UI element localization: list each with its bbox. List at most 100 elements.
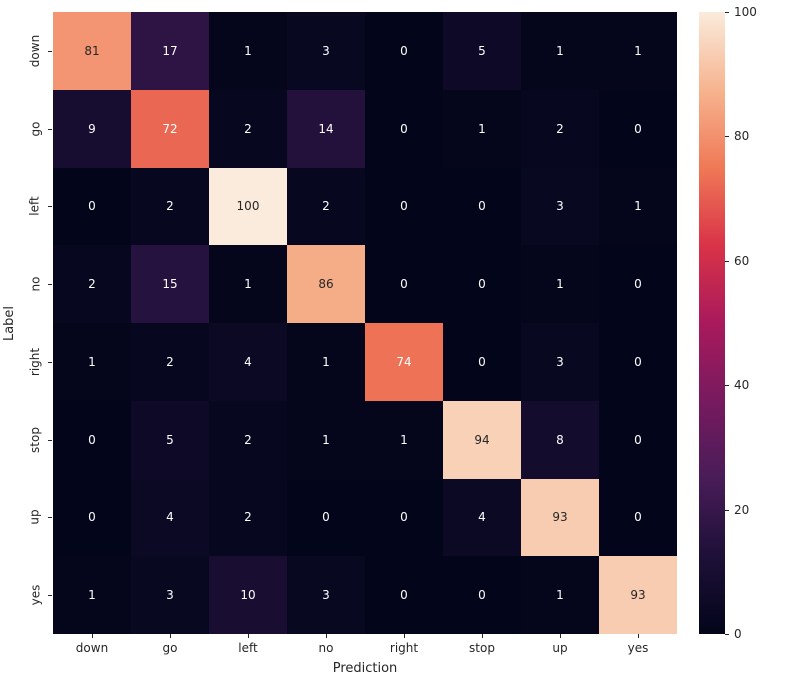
heatmap-cell-value: 2: [166, 199, 174, 214]
heatmap-cell: 5: [131, 400, 209, 479]
heatmap-cell-value: 1: [556, 277, 564, 292]
heatmap-cell-value: 93: [552, 510, 568, 525]
heatmap-cell-value: 0: [88, 510, 96, 525]
heatmap-cell: 0: [53, 167, 131, 246]
heatmap-cell: 5: [443, 12, 521, 90]
heatmap-cell-value: 94: [474, 432, 490, 447]
heatmap-cell: 94: [443, 400, 521, 479]
x-tick-label: right: [389, 641, 419, 655]
heatmap-grid: 81 17 1 3 0 5 1 1 9 72 2 14 0 1 2 0 0 2 100 2 0 0 3 1 2 15 1 86 0 0 1 0…: [53, 12, 677, 634]
heatmap-cell-value: 5: [478, 43, 486, 58]
heatmap-cell-value: 0: [88, 199, 96, 214]
colorbar-tick-mark: [725, 509, 729, 511]
heatmap-cell: 15: [131, 245, 209, 323]
heatmap-cell-value: 93: [630, 588, 646, 603]
x-tick-mark: [326, 634, 327, 638]
heatmap-cell: 2: [287, 167, 365, 246]
heatmap-cell-value: 2: [244, 121, 252, 136]
y-tick-mark: [48, 439, 52, 441]
heatmap-cell: 74: [365, 323, 443, 401]
heatmap-cell: 3: [287, 12, 365, 90]
heatmap-cell-value: 0: [478, 588, 486, 603]
colorbar-gradient: [699, 12, 725, 634]
y-tick-mark: [48, 128, 52, 130]
heatmap-cell-value: 0: [400, 510, 408, 525]
heatmap-cell-value: 0: [400, 43, 408, 58]
heatmap-cell: 1: [443, 89, 521, 168]
heatmap-cell-value: 1: [244, 277, 252, 292]
heatmap-cell: 1: [599, 12, 677, 90]
x-tick-mark: [404, 634, 405, 638]
heatmap-cell-value: 0: [634, 432, 642, 447]
heatmap-cell-value: 72: [162, 121, 178, 136]
x-tick-mark: [170, 634, 171, 638]
y-tick-label: up: [24, 479, 46, 557]
x-tick-label: yes: [627, 641, 649, 655]
y-axis-title: Label: [0, 12, 20, 634]
x-tick-mark: [482, 634, 483, 638]
heatmap-cell: 0: [443, 167, 521, 246]
heatmap-cell: 9: [53, 89, 131, 168]
colorbar-tick-mark: [725, 385, 729, 387]
colorbar-tick-mark: [725, 136, 729, 138]
heatmap-cell-value: 0: [478, 354, 486, 369]
heatmap-cell: 0: [365, 167, 443, 246]
heatmap-cell-value: 0: [634, 277, 642, 292]
heatmap-cell-value: 3: [166, 588, 174, 603]
y-tick-mark: [48, 206, 52, 208]
heatmap-cell: 8: [521, 400, 599, 479]
x-tick-label: down: [75, 641, 109, 655]
heatmap-cell: 17: [131, 12, 209, 90]
y-tick-label-text: down: [28, 34, 43, 68]
heatmap-cell: 2: [209, 478, 287, 557]
heatmap-cell-value: 1: [400, 432, 408, 447]
y-tick-label: right: [24, 323, 46, 401]
heatmap-cell-value: 14: [318, 121, 334, 136]
heatmap-cell: 1: [53, 556, 131, 634]
heatmap-cell-value: 1: [88, 588, 96, 603]
heatmap-cell: 0: [599, 89, 677, 168]
heatmap-cell-value: 1: [244, 43, 252, 58]
y-tick-label-text: left: [28, 196, 42, 217]
heatmap-cell: 1: [209, 245, 287, 323]
x-axis-title-text: Prediction: [332, 661, 398, 676]
heatmap-cell: 0: [287, 478, 365, 557]
heatmap-cell: 81: [53, 12, 131, 90]
heatmap-cell: 0: [599, 478, 677, 557]
colorbar-tick-label: 20: [734, 502, 750, 517]
y-tick-label: left: [24, 168, 46, 246]
heatmap-cell: 0: [443, 245, 521, 323]
heatmap-cell: 93: [521, 478, 599, 557]
heatmap-cell: 0: [599, 400, 677, 479]
heatmap-cell-value: 1: [556, 588, 564, 603]
heatmap-cell-value: 4: [166, 510, 174, 525]
heatmap-cell: 86: [287, 245, 365, 323]
colorbar-tick-mark: [725, 260, 729, 262]
heatmap-cell: 0: [599, 245, 677, 323]
heatmap-cell-value: 3: [556, 354, 564, 369]
heatmap-cell-value: 0: [478, 277, 486, 292]
heatmap-cell: 2: [209, 400, 287, 479]
heatmap-cell-value: 4: [244, 354, 252, 369]
heatmap-cell: 0: [365, 89, 443, 168]
heatmap-cell: 3: [521, 323, 599, 401]
heatmap-cell-value: 2: [244, 432, 252, 447]
heatmap-cell-value: 0: [322, 510, 330, 525]
heatmap-cell: 1: [599, 167, 677, 246]
x-tick-mark: [92, 634, 93, 638]
heatmap-cell-value: 0: [400, 121, 408, 136]
heatmap-cell-value: 10: [240, 588, 256, 603]
y-tick-label-text: up: [27, 509, 42, 525]
heatmap-cell-value: 2: [322, 199, 330, 214]
heatmap-cell-value: 1: [634, 199, 642, 214]
colorbar-tick-label: 0: [734, 627, 742, 641]
heatmap-cell: 2: [131, 167, 209, 246]
y-tick-label-text: yes: [28, 584, 42, 606]
heatmap-cell-value: 9: [88, 121, 96, 136]
heatmap-cell: 1: [365, 400, 443, 479]
colorbar: 0 20 40 60 80 100: [699, 5, 788, 641]
x-axis-tick-marks: [53, 634, 677, 639]
heatmap-cell: 1: [287, 323, 365, 401]
colorbar-tick-label: 100: [734, 5, 757, 19]
